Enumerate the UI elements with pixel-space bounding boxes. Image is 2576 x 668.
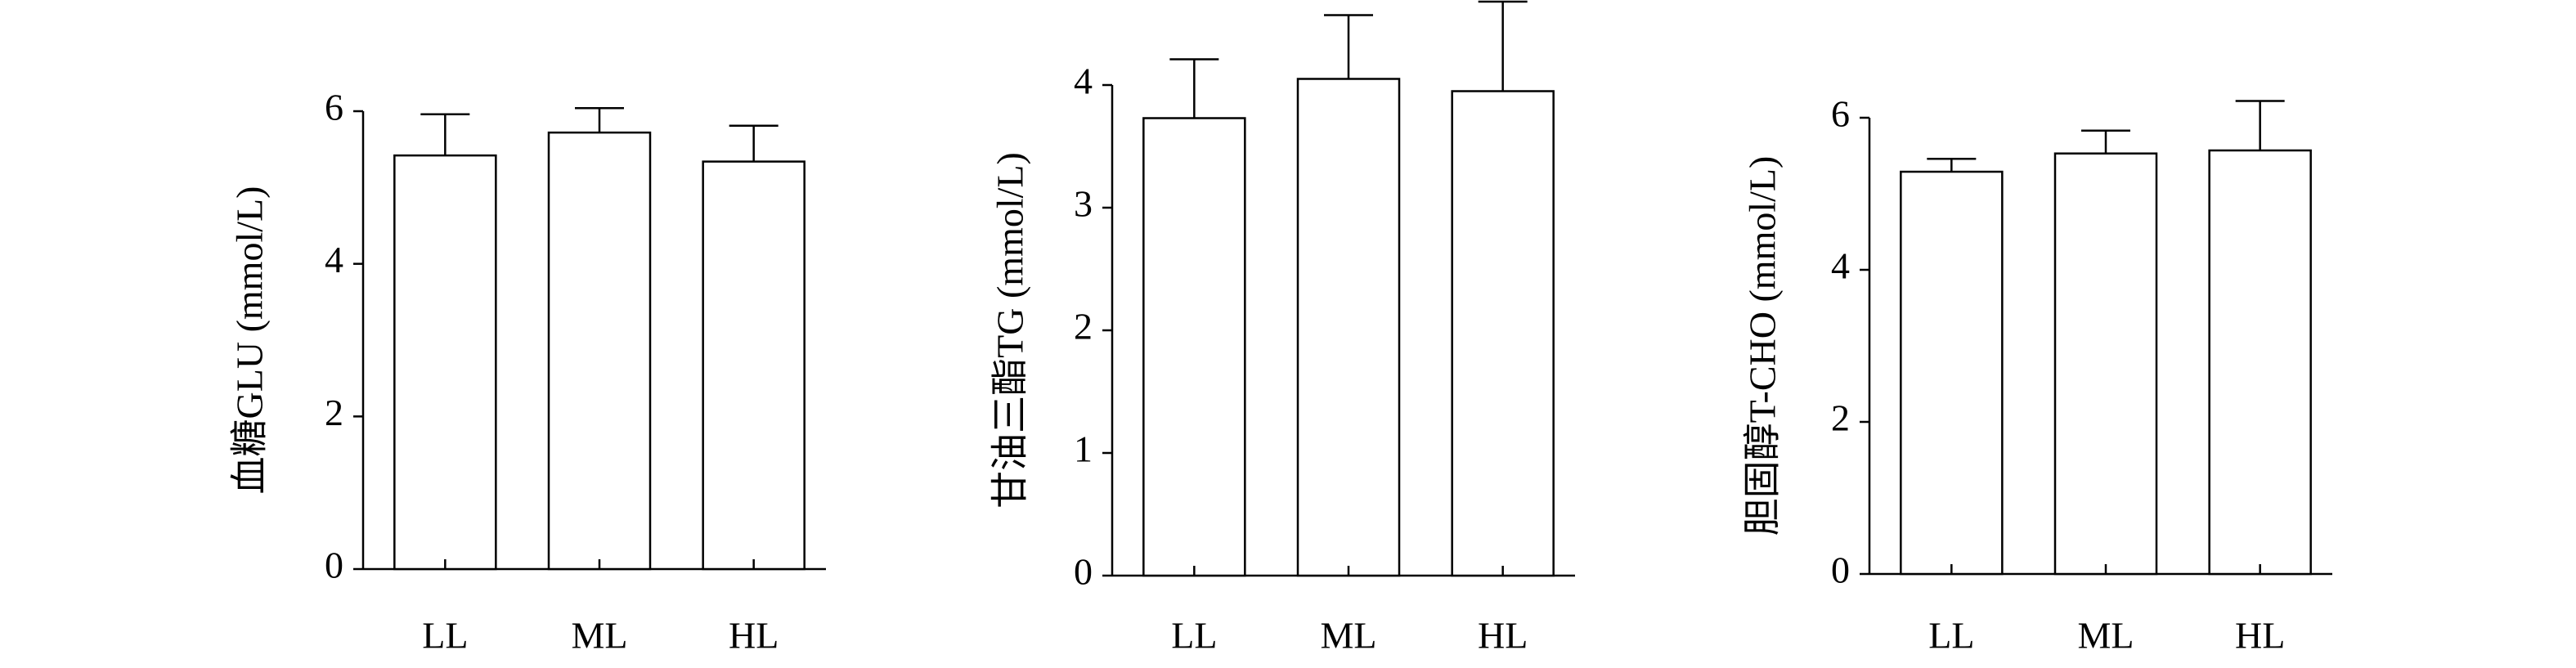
x-tick-label: ML xyxy=(1321,615,1377,657)
bar xyxy=(1900,170,2004,576)
y-tick-label: 2 xyxy=(1831,397,1850,439)
y-tick-label: 6 xyxy=(325,87,343,128)
y-tick-label: 4 xyxy=(1074,61,1093,102)
y-axis-label: 血糖GLU (mmol/L) xyxy=(229,186,271,495)
x-tick-label: ML xyxy=(2078,615,2134,657)
x-tick-label: LL xyxy=(1928,615,1974,657)
bar xyxy=(547,131,652,571)
bar xyxy=(1451,90,1555,577)
y-tick-label: 0 xyxy=(325,545,343,586)
y-tick-label: 0 xyxy=(1074,551,1093,593)
y-tick-label: 2 xyxy=(1074,306,1093,347)
y-tick-label: 6 xyxy=(1831,93,1850,135)
x-tick-label: HL xyxy=(1478,615,1528,657)
y-tick-label: 0 xyxy=(1831,549,1850,591)
y-axis-label: 甘油三酯TG (mmol/L) xyxy=(990,152,1031,509)
bar xyxy=(1296,78,1401,577)
y-tick-label: 4 xyxy=(1831,245,1850,287)
bar xyxy=(393,154,497,571)
bar xyxy=(1142,117,1246,577)
x-tick-label: HL xyxy=(729,615,779,657)
y-tick-label: 1 xyxy=(1074,428,1093,470)
bar xyxy=(702,160,806,571)
x-tick-label: ML xyxy=(572,615,628,657)
y-tick-label: 2 xyxy=(325,392,343,433)
bar xyxy=(2208,149,2312,576)
y-tick-label: 3 xyxy=(1074,183,1093,225)
bar xyxy=(2053,152,2158,576)
x-tick-label: LL xyxy=(422,615,468,657)
y-tick-label: 4 xyxy=(325,239,343,280)
y-axis-label: 胆固醇T-CHO (mmol/L) xyxy=(1742,156,1784,536)
x-tick-label: HL xyxy=(2235,615,2285,657)
x-tick-label: LL xyxy=(1171,615,1217,657)
